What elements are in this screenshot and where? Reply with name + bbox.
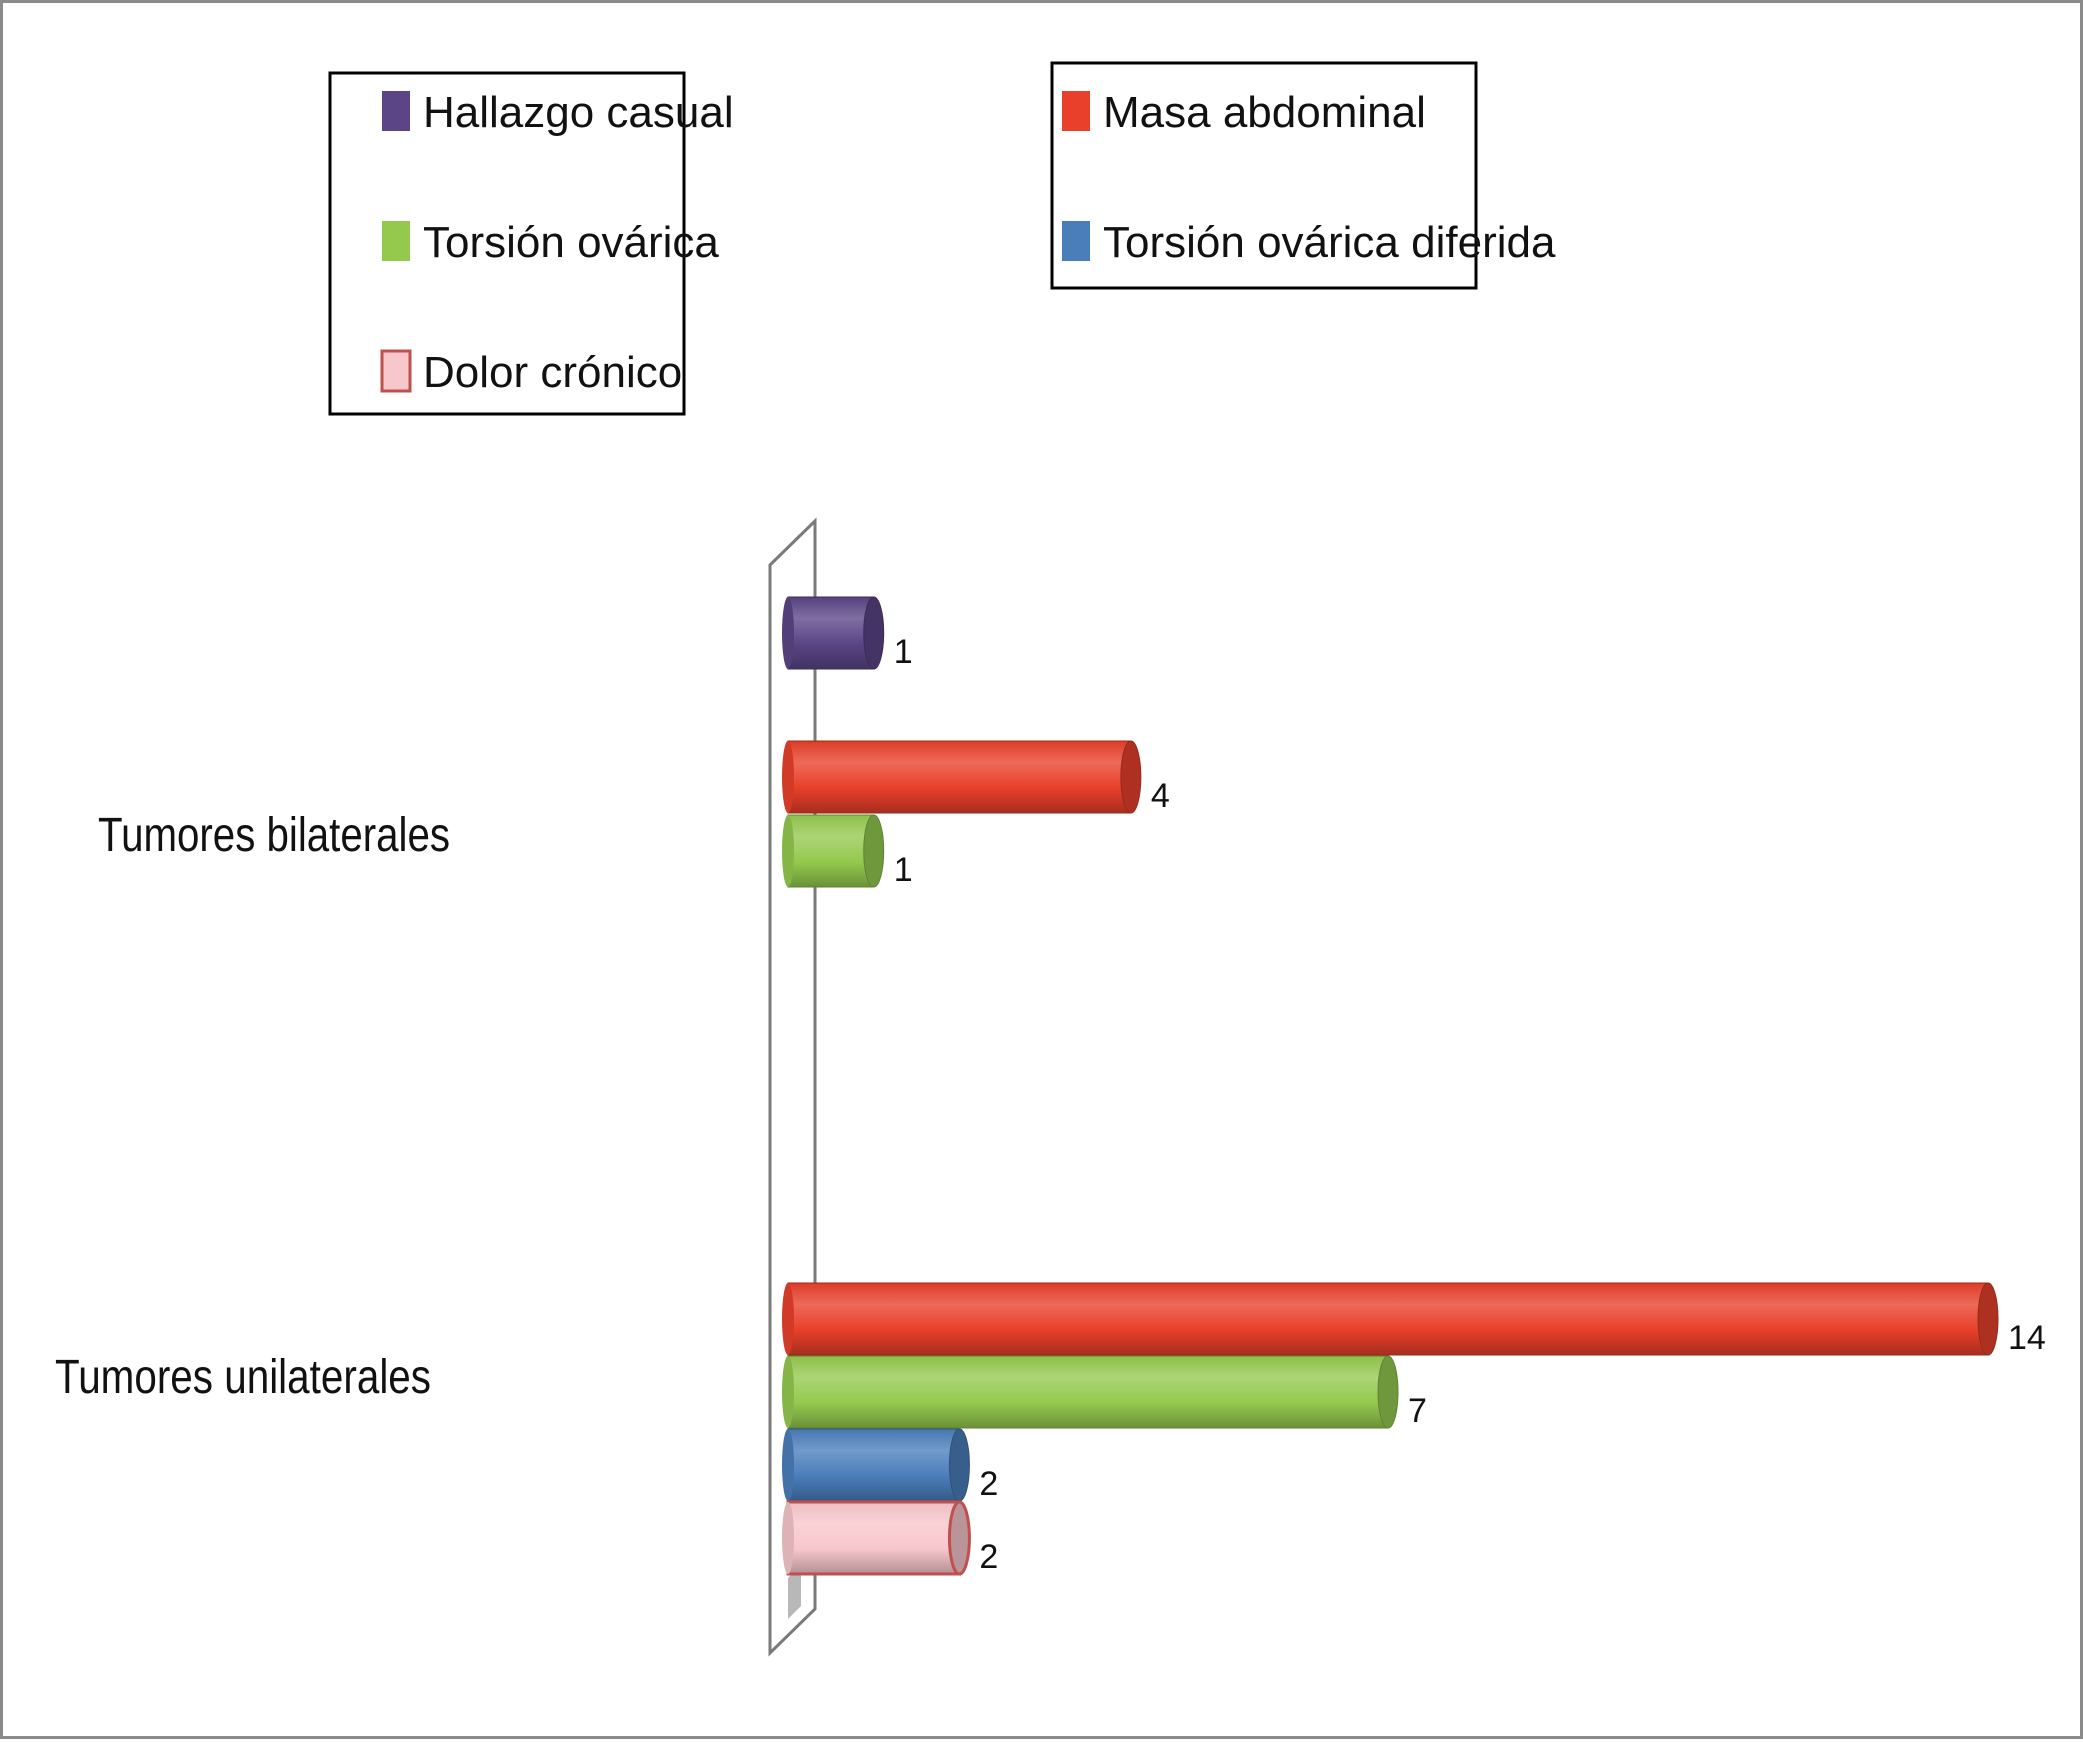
legend-swatch-dolor-cronico — [380, 349, 412, 393]
legend-label-torsion-ovarica-diferida: Torsión ovárica diferida — [1103, 218, 1556, 267]
bar-torsion-ovarica-tumores-bilaterales — [782, 814, 885, 888]
legend-swatch-hallazgo-casual — [382, 91, 410, 131]
value-label-hallazgo-casual-tumores-bilaterales: 1 — [894, 633, 913, 671]
bar-torsion-ovarica-diferida-tumores-unilaterales — [782, 1428, 970, 1502]
bar-masa-abdominal-tumores-unilaterales — [782, 1282, 1999, 1356]
legend-swatch-torsion-ovarica — [382, 221, 410, 261]
bar-chart: Hallazgo casual Torsión ovárica Dolor crón… — [55, 61, 2046, 1657]
legend-label-hallazgo-casual: Hallazgo casual — [423, 88, 734, 137]
value-label-torsion-ovarica-tumores-unilaterales: 7 — [1408, 1392, 1427, 1430]
category-label-tumores-bilaterales: Tumores bilaterales — [98, 809, 450, 862]
legend-item-dolor-cronico: Dolor crónico — [380, 348, 682, 397]
value-label-masa-abdominal-tumores-bilaterales: 4 — [1151, 777, 1170, 815]
bar-masa-abdominal-tumores-bilaterales — [782, 740, 1142, 814]
legend-item-torsion-ovarica-diferida: Torsión ovárica diferida — [1062, 218, 1556, 267]
bar-hallazgo-casual-tumores-bilaterales — [782, 596, 885, 670]
legend-swatch-masa-abdominal — [1062, 91, 1090, 131]
bar-dolor-cronico-tumores-unilaterales — [782, 1500, 971, 1576]
category-label-tumores-unilaterales: Tumores unilaterales — [55, 1351, 431, 1404]
legend-label-torsion-ovarica: Torsión ovárica — [423, 218, 719, 267]
value-label-torsion-ovarica-diferida-tumores-unilaterales: 2 — [979, 1465, 998, 1503]
legend-label-masa-abdominal: Masa abdominal — [1103, 88, 1426, 137]
legend-item-masa-abdominal: Masa abdominal — [1062, 88, 1426, 137]
value-label-dolor-cronico-tumores-unilaterales: 2 — [979, 1538, 998, 1576]
value-label-masa-abdominal-tumores-unilaterales: 14 — [2008, 1319, 2046, 1357]
legend-item-hallazgo-casual: Hallazgo casual — [382, 88, 734, 137]
bar-torsion-ovarica-tumores-unilaterales — [782, 1355, 1399, 1429]
value-label-torsion-ovarica-tumores-bilaterales: 1 — [894, 851, 913, 889]
legend-label-dolor-cronico: Dolor crónico — [423, 348, 682, 397]
legend-right: Masa abdominal Torsión ovárica diferida — [1050, 61, 1556, 290]
legend-swatch-torsion-ovarica-diferida — [1062, 221, 1090, 261]
legend-left: Hallazgo casual Torsión ovárica Dolor crón… — [328, 71, 734, 416]
legend-item-torsion-ovarica: Torsión ovárica — [382, 218, 719, 267]
